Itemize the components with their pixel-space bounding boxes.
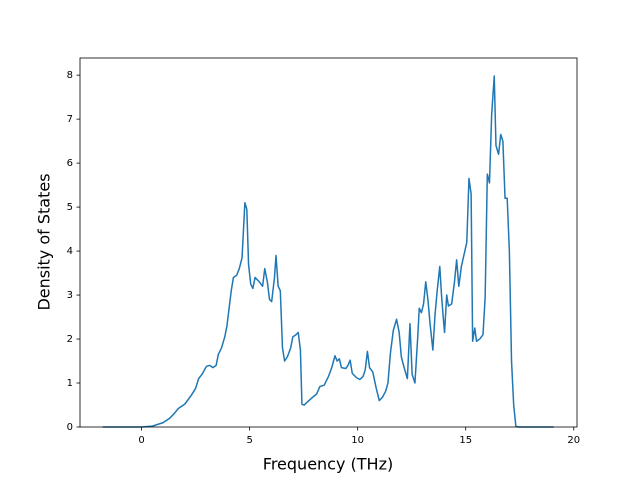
- y-tick-label: 4: [67, 246, 73, 257]
- x-tick-label: 5: [246, 435, 252, 446]
- x-tick-label: 15: [459, 435, 472, 446]
- y-tick-label: 2: [67, 334, 73, 345]
- y-tick-label: 0: [67, 422, 73, 433]
- y-tick-label: 1: [67, 378, 73, 389]
- y-tick-label: 7: [67, 114, 73, 125]
- x-tick-label: 20: [567, 435, 580, 446]
- y-tick-label: 6: [67, 158, 73, 169]
- line: [102, 75, 554, 428]
- plot-frame: [79, 57, 578, 428]
- x-axis-label: Frequency (THz): [263, 455, 393, 474]
- y-tick-label: 8: [67, 70, 73, 81]
- x-tick-label: 0: [138, 435, 144, 446]
- x-tick-label: 10: [351, 435, 364, 446]
- y-tick-label: 3: [67, 290, 73, 301]
- y-axis-label: Density of States: [35, 173, 54, 310]
- y-tick-label: 5: [67, 202, 73, 213]
